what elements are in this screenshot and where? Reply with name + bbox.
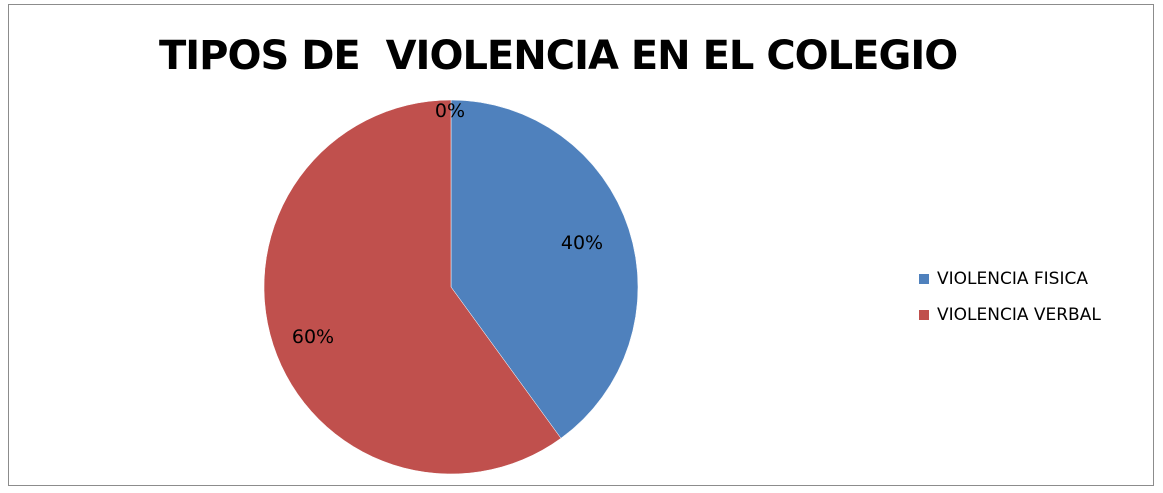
- legend-label-violencia-fisica: VIOLENCIA FISICA: [937, 269, 1088, 289]
- chart-legend: VIOLENCIA FISICA VIOLENCIA VERBAL: [919, 261, 1101, 333]
- data-label-violencia-fisica: 40%: [561, 232, 603, 254]
- legend-swatch-violencia-fisica: [919, 274, 929, 284]
- legend-swatch-violencia-verbal: [919, 310, 929, 320]
- chart-frame: TIPOS DE VIOLENCIA EN EL COLEGIO 0% 40% 60…: [8, 4, 1154, 486]
- pie-slice-violencia-fisica: [450, 99, 639, 439]
- data-label-violencia-verbal: 60%: [292, 326, 334, 348]
- legend-item-violencia-verbal: VIOLENCIA VERBAL: [919, 297, 1101, 333]
- chart-title: TIPOS DE VIOLENCIA EN EL COLEGIO: [159, 33, 958, 79]
- pie-slice-violencia-verbal: [263, 99, 562, 475]
- pie-data-labels: 0% 40% 60%: [292, 100, 603, 348]
- legend-item-violencia-fisica: VIOLENCIA FISICA: [919, 261, 1101, 297]
- pie-slices: [263, 99, 639, 475]
- data-label-blank: 0%: [435, 100, 465, 122]
- pie-chart: 0% 40% 60%: [263, 99, 639, 475]
- legend-label-violencia-verbal: VIOLENCIA VERBAL: [937, 305, 1101, 325]
